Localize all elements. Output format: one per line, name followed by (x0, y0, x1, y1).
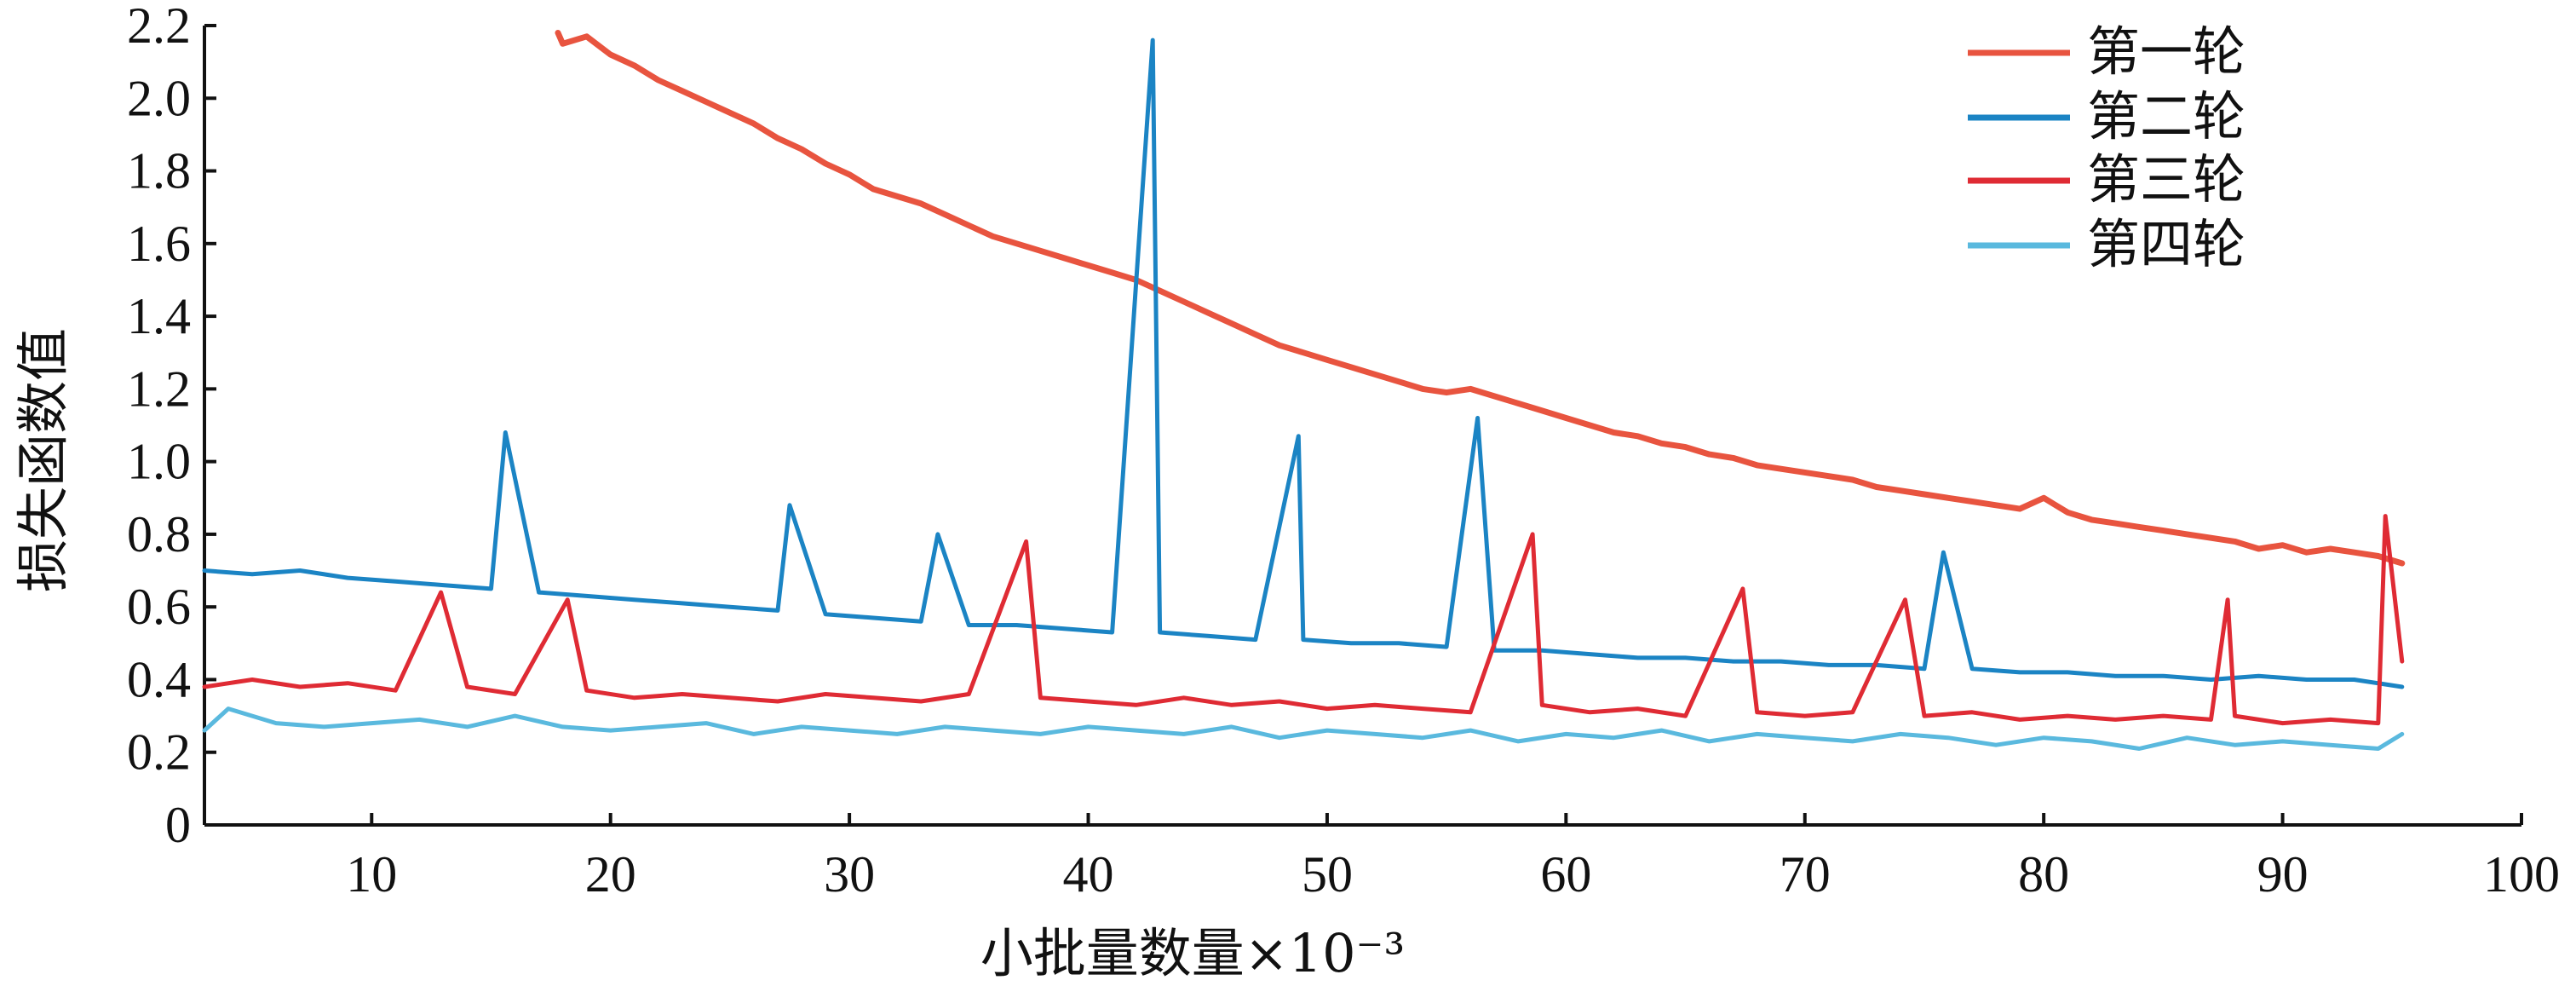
y-tick-label: 0.4 (127, 651, 191, 707)
series-line-3 (202, 514, 2405, 726)
x-tick-label: 10 (346, 846, 397, 902)
series-line-1 (555, 30, 2406, 567)
legend-label-4: 第四轮 (2087, 213, 2245, 275)
y-tick-label: 0.2 (127, 724, 191, 781)
legend-item-1: 第一轮 (1968, 20, 2245, 83)
legend-item-2: 第二轮 (1968, 85, 2245, 147)
x-tick-label: 20 (585, 846, 636, 902)
x-tick-label: 80 (2018, 846, 2069, 902)
legend-item-3: 第三轮 (1968, 148, 2245, 210)
x-tick-label: 40 (1063, 846, 1114, 902)
x-tick-label: 50 (1302, 846, 1353, 902)
legend: 第一轮 第二轮 第三轮 第四轮 (1968, 20, 2245, 275)
x-axis-title: 小批量数量×10⁻³ (980, 922, 1405, 984)
legend-label-1: 第一轮 (2087, 20, 2245, 83)
y-tick-label: 0.8 (127, 506, 191, 562)
y-tick-label: 1.4 (127, 288, 191, 344)
x-tick-label: 90 (2257, 846, 2309, 902)
y-tick-label: 1.6 (127, 216, 191, 272)
y-tick-group: 0 0.2 0.4 0.6 0.8 1.0 1.2 1.4 1.6 1.8 2.0 2.2 (127, 0, 216, 853)
x-tick-group: 10 20 30 40 50 60 70 80 90 100 (346, 813, 2560, 902)
y-tick-label: 1.2 (127, 360, 191, 417)
y-tick-label: 1.8 (127, 143, 191, 199)
series-line-4 (202, 706, 2405, 751)
legend-label-2: 第二轮 (2087, 85, 2245, 147)
y-axis-title: 损失函数值 (12, 328, 74, 592)
y-tick-label: 0.6 (127, 579, 191, 635)
legend-item-4: 第四轮 (1968, 213, 2245, 275)
y-tick-label: 0 (165, 797, 191, 853)
series-layer (202, 30, 2406, 751)
legend-label-3: 第三轮 (2087, 148, 2245, 210)
x-tick-label: 70 (1780, 846, 1831, 902)
y-tick-label: 1.0 (127, 434, 191, 490)
x-tick-label: 30 (824, 846, 875, 902)
y-tick-label: 2.2 (127, 0, 191, 54)
series-line-2 (202, 37, 2405, 689)
x-tick-label: 100 (2483, 846, 2560, 902)
y-tick-label: 2.0 (127, 70, 191, 126)
x-tick-label: 60 (1540, 846, 1591, 902)
